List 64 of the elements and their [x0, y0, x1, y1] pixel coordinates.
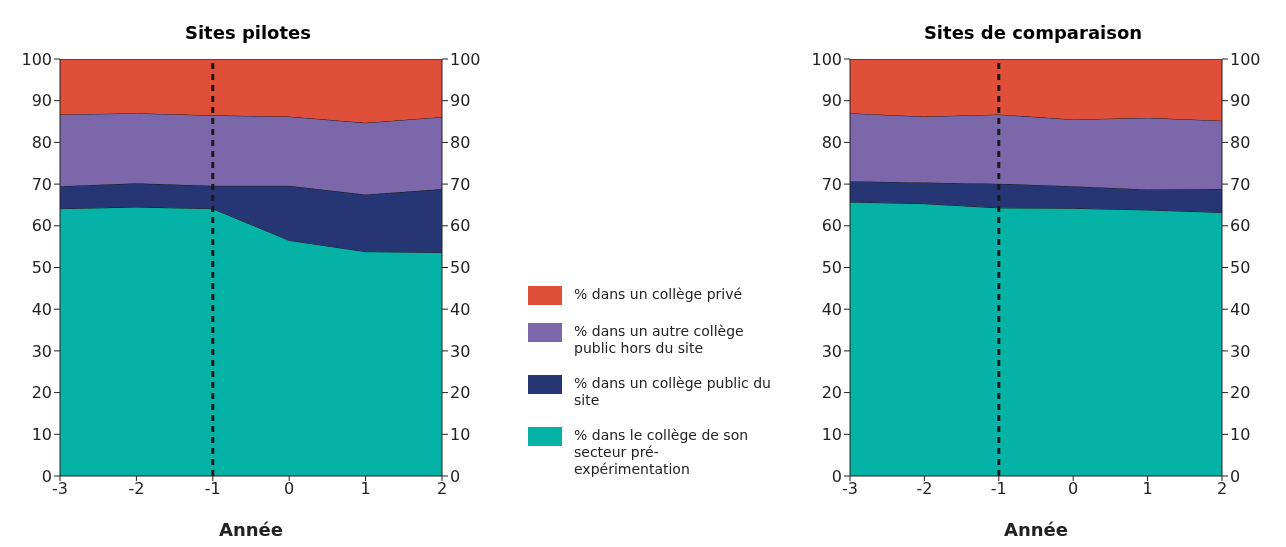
- x-tick-label: -2: [916, 479, 933, 499]
- y-tick-label: 20: [821, 383, 842, 403]
- x-tick-label: 1: [360, 479, 371, 499]
- y2-tick-label: 30: [1230, 341, 1251, 361]
- legend-label: % dans un collège privé: [574, 286, 743, 303]
- legend-label: % dans le collège de son secteur pré-expérimentation: [574, 427, 750, 478]
- y2-tick-label: 90: [1230, 91, 1251, 111]
- y2-tick-label: 40: [1230, 299, 1251, 319]
- y2-tick-label: 80: [450, 133, 471, 153]
- x-tick-label: -1: [204, 479, 221, 499]
- y2-tick-label: 0: [450, 466, 461, 486]
- legend-label: % dans un collège public du site: [574, 375, 772, 409]
- y2-tick-label: 50: [1230, 258, 1251, 278]
- y2-tick-label: 100: [450, 49, 481, 69]
- x-tick-label: -2: [128, 479, 145, 499]
- y2-tick-label: 30: [450, 341, 471, 361]
- y-tick-label: 100: [811, 49, 842, 69]
- x-axis-title: Année: [219, 519, 283, 540]
- chart-title: Sites pilotes: [183, 22, 312, 43]
- y2-tick-label: 50: [450, 258, 471, 278]
- y-tick-label: 60: [31, 216, 52, 236]
- y2-tick-label: 80: [1230, 133, 1251, 153]
- y-tick-label: 90: [31, 91, 52, 111]
- x-tick-label: -3: [842, 479, 858, 499]
- y-tick-label: 60: [821, 216, 842, 236]
- y-tick-label: 40: [821, 299, 842, 319]
- x-axis-title: Année: [1004, 519, 1068, 540]
- y2-tick-label: 40: [450, 299, 471, 319]
- y2-tick-label: 60: [1230, 216, 1251, 236]
- y-tick-label: 30: [31, 341, 52, 361]
- x-tick-label: 0: [1068, 479, 1079, 499]
- y2-tick-label: 20: [450, 383, 471, 403]
- x-tick-label: -3: [52, 479, 68, 499]
- x-tick-label: 1: [1142, 479, 1153, 499]
- x-tick-label: 2: [436, 479, 448, 499]
- y-tick-label: 80: [821, 133, 842, 153]
- y-tick-label: 30: [821, 341, 842, 361]
- y-tick-label: 10: [31, 424, 52, 444]
- y2-tick-label: 70: [450, 174, 471, 194]
- x-tick-label: 2: [1216, 479, 1228, 499]
- y2-tick-label: 10: [450, 424, 471, 444]
- y-tick-label: 80: [31, 133, 52, 153]
- x-tick-label: 0: [284, 479, 295, 499]
- y2-tick-label: 20: [1230, 383, 1251, 403]
- y-tick-label: 70: [31, 174, 52, 194]
- y-tick-label: 50: [821, 258, 842, 278]
- y2-tick-label: 60: [450, 216, 471, 236]
- y-tick-label: 70: [821, 174, 842, 194]
- y2-tick-label: 90: [450, 91, 471, 111]
- y-tick-label: 0: [831, 466, 842, 486]
- legend-label: % dans un autre collège public hors du site: [574, 323, 745, 357]
- y-tick-label: 90: [821, 91, 842, 111]
- y-tick-label: 100: [21, 49, 52, 69]
- y-tick-label: 10: [821, 424, 842, 444]
- y2-tick-label: 0: [1230, 466, 1241, 486]
- y-tick-label: 0: [41, 466, 52, 486]
- y2-tick-label: 100: [1230, 49, 1261, 69]
- y2-tick-label: 10: [1230, 424, 1251, 444]
- y-tick-label: 20: [31, 383, 52, 403]
- y-tick-label: 50: [31, 258, 52, 278]
- y2-tick-label: 70: [1230, 174, 1251, 194]
- y-tick-label: 40: [31, 299, 52, 319]
- chart-title: Sites de comparaison: [922, 22, 1144, 43]
- x-tick-label: -1: [990, 479, 1007, 499]
